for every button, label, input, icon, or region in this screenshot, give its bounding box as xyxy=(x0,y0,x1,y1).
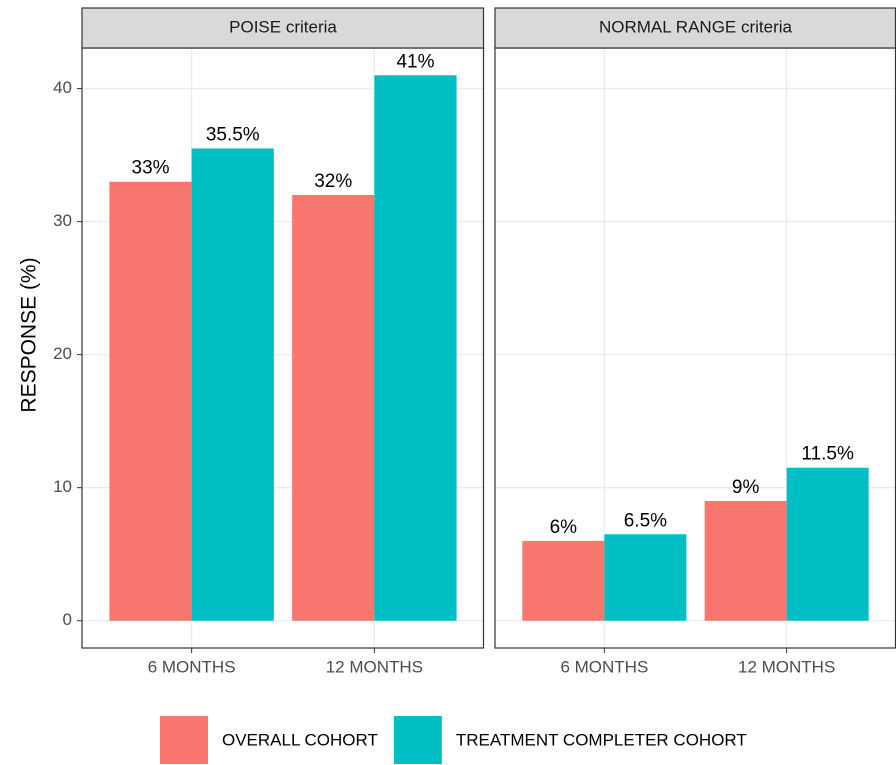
y-tick-label: 20 xyxy=(53,344,72,363)
y-tick-label: 10 xyxy=(53,477,72,496)
bar xyxy=(604,534,687,621)
strip xyxy=(81,7,485,49)
legend-swatch xyxy=(393,716,442,764)
value-label: 35.5% xyxy=(206,124,260,145)
value-label: 32% xyxy=(314,171,352,192)
bar xyxy=(374,75,457,621)
bar xyxy=(704,500,787,621)
bar xyxy=(522,540,605,621)
bar xyxy=(109,181,192,621)
y-tick-label: 30 xyxy=(53,211,72,230)
bar xyxy=(786,467,869,621)
y-tick-label: 0 xyxy=(63,610,72,629)
strip xyxy=(494,7,896,49)
value-label: 6% xyxy=(550,517,578,538)
x-tick-label: 6 MONTHS xyxy=(560,657,648,676)
x-tick-label: 12 MONTHS xyxy=(738,657,835,676)
value-label: 9% xyxy=(732,477,760,498)
legend-label: OVERALL COHORT xyxy=(222,730,378,749)
value-label: 41% xyxy=(396,51,434,72)
y-tick-label: 40 xyxy=(53,78,72,97)
facet-title: NORMAL RANGE criteria xyxy=(599,17,793,36)
bar xyxy=(191,148,274,621)
facet-title: POISE criteria xyxy=(229,17,337,36)
bar xyxy=(292,195,375,621)
legend-label: TREATMENT COMPLETER COHORT xyxy=(456,730,747,749)
x-tick-label: 6 MONTHS xyxy=(148,657,236,676)
value-label: 33% xyxy=(132,158,170,179)
y-axis-label: RESPONSE (%) xyxy=(18,257,41,412)
value-label: 11.5% xyxy=(801,444,854,465)
value-label: 6.5% xyxy=(624,510,667,531)
legend-swatch xyxy=(160,716,208,764)
x-tick-label: 12 MONTHS xyxy=(326,657,423,676)
